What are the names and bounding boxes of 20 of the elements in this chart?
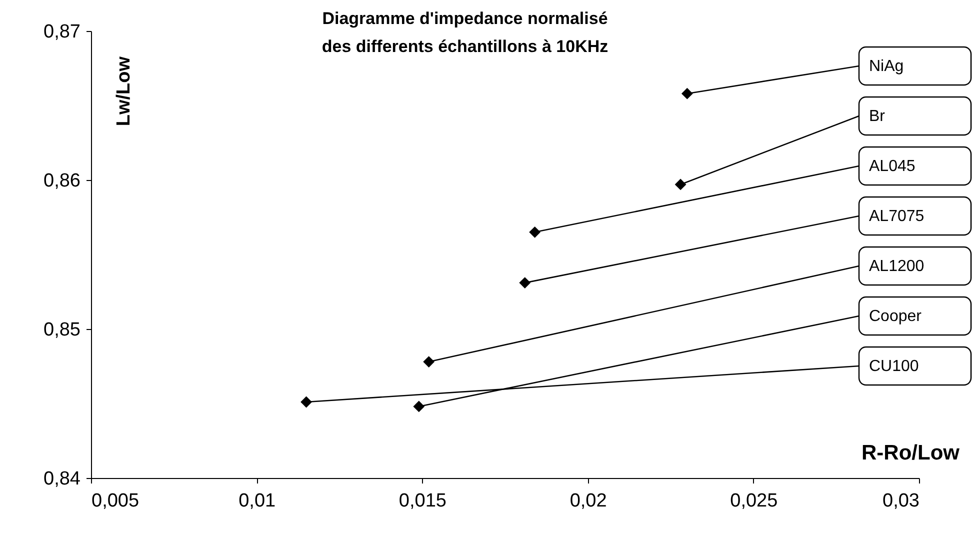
annotation: NiAg (869, 58, 904, 75)
x-tick-label: 0,02 (570, 490, 607, 512)
x-tick-label: 0,025 (730, 490, 778, 512)
x-tick-label: 0,03 (882, 490, 920, 512)
x-tick-label: 0,01 (238, 490, 276, 512)
x-tick-label: 0,005 (92, 490, 140, 512)
annotation: Br (869, 108, 886, 125)
annotation: Cooper (869, 308, 922, 325)
y-tick-label: 0,86 (44, 170, 80, 192)
annotation: AL1200 (869, 258, 924, 275)
y-tick-label: 0,87 (44, 22, 80, 42)
x-tick-label: 0,015 (398, 490, 446, 512)
annotation: AL7075 (869, 208, 924, 225)
annotation: CU100 (869, 358, 919, 375)
y-tick-label: 0,84 (44, 468, 81, 490)
x-axis-title: R-Ro/Low (862, 442, 960, 464)
y-tick-label: 0,85 (44, 320, 80, 340)
y-axis-title: Lw/Low (114, 56, 134, 126)
chart-title: Diagramme d'impedance normalisé des differents échantillons à 10KHz (322, 9, 608, 56)
annotation: AL045 (869, 158, 916, 175)
